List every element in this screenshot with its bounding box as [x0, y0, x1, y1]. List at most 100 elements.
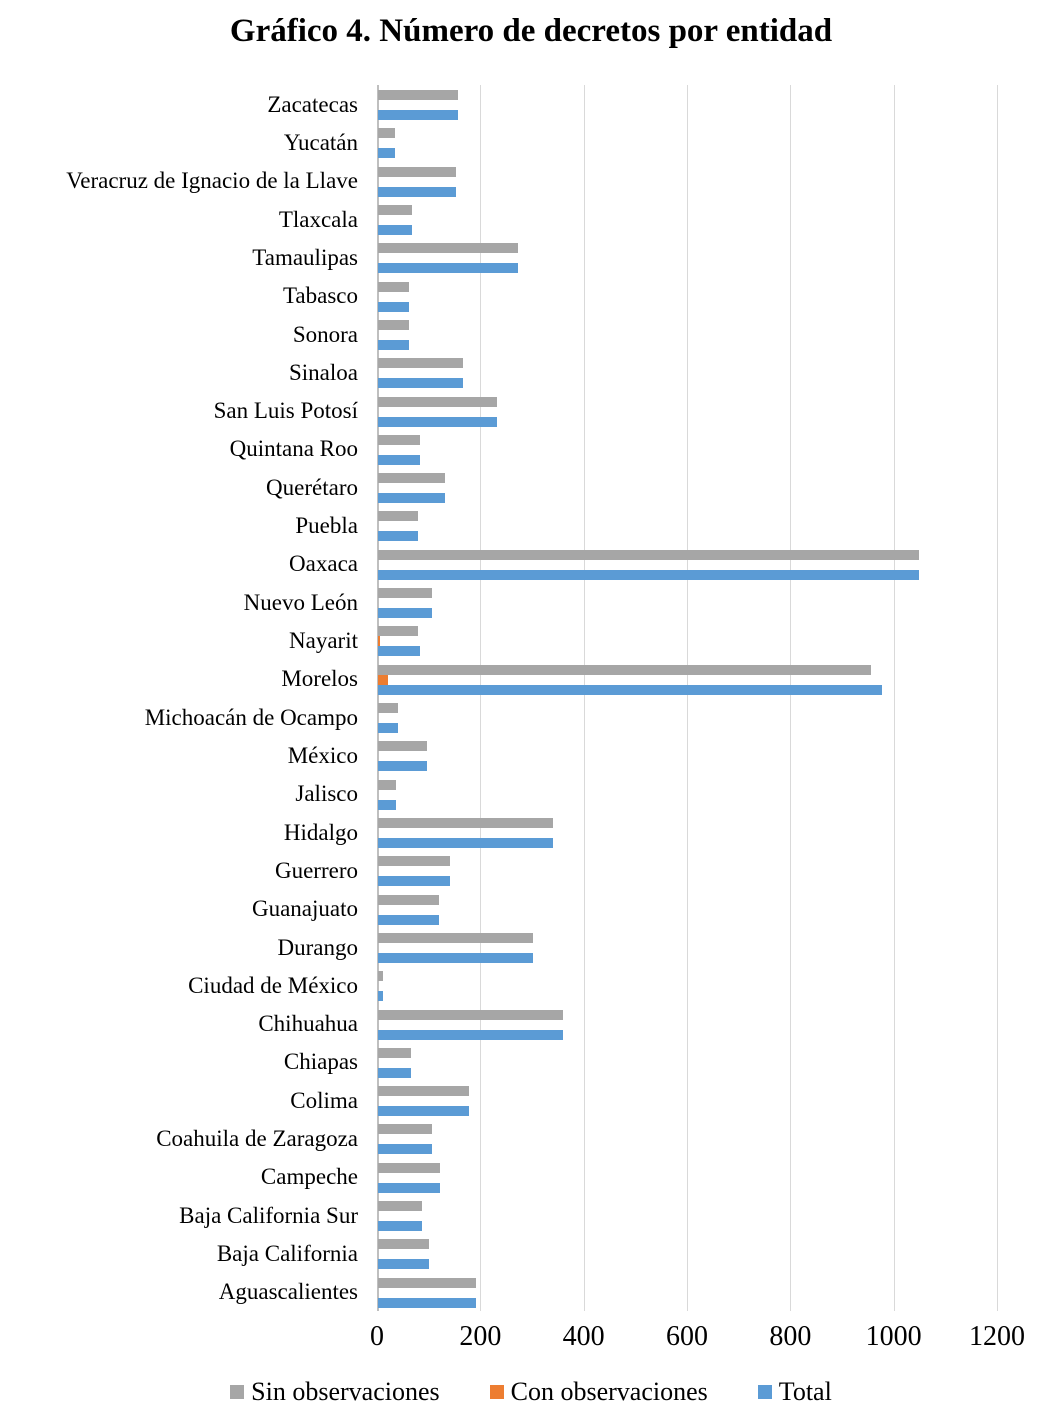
bar-sin-observaciones	[378, 511, 419, 522]
bar-sin-observaciones	[378, 1201, 422, 1212]
bar-group	[377, 928, 1062, 966]
gridline-200	[480, 85, 482, 1311]
category-row: Chiapas	[0, 1043, 1062, 1081]
bar-group	[377, 315, 1062, 353]
bar-sin-observaciones	[378, 1162, 440, 1173]
bar-total	[378, 493, 446, 504]
category-label: Tlaxcala	[278, 206, 358, 232]
category-label: Veracruz de Ignacio de la Llave	[66, 168, 358, 194]
bar-sin-observaciones	[378, 319, 409, 330]
bar-total	[378, 723, 398, 733]
category-row: Jalisco	[0, 775, 1062, 813]
category-row: Puebla	[0, 506, 1062, 544]
legend-label: Total	[778, 1377, 832, 1406]
bar-sin-observaciones	[378, 1239, 429, 1250]
bar-group	[377, 200, 1062, 238]
bar-group	[377, 1273, 1062, 1311]
category-row: Guanajuato	[0, 890, 1062, 928]
bar-group	[377, 545, 1062, 583]
bar-total	[378, 761, 428, 772]
bar-sin-observaciones	[378, 894, 440, 905]
category-row: Oaxaca	[0, 545, 1062, 583]
category-label: Tamaulipas	[252, 244, 358, 270]
x-tick-label: 800	[769, 1321, 812, 1352]
category-row: Hidalgo	[0, 813, 1062, 851]
legend: Sin observaciones Con observaciones Total	[0, 1377, 1062, 1407]
bar-total	[378, 110, 459, 120]
bar-sin-observaciones	[378, 1009, 563, 1020]
bar-total	[378, 454, 421, 465]
bar-total	[378, 416, 497, 427]
bar-sin-observaciones	[378, 588, 432, 599]
category-label: Tabasco	[282, 283, 358, 309]
gridline-600	[687, 85, 688, 1311]
category-label: Puebla	[295, 513, 358, 539]
category-label: Sonora	[292, 321, 358, 347]
bar-group	[377, 698, 1062, 736]
category-label: Michoacán de Ocampo	[144, 704, 358, 730]
bar-group	[377, 392, 1062, 430]
bar-sin-observaciones	[378, 856, 451, 867]
bar-sin-observaciones	[378, 779, 396, 790]
bar-group	[377, 1081, 1062, 1119]
x-tick-label: 1200	[969, 1321, 1025, 1352]
x-tick-label: 200	[459, 1321, 502, 1352]
category-label: Colima	[290, 1087, 358, 1113]
bar-total	[378, 1259, 429, 1270]
legend-swatch-icon	[489, 1385, 504, 1400]
bar-sin-observaciones	[378, 1277, 477, 1288]
bar-sin-observaciones	[378, 358, 464, 369]
category-row: Quintana Roo	[0, 430, 1062, 468]
y-axis-line	[377, 85, 379, 1311]
bar-sin-observaciones	[378, 932, 533, 943]
category-label: Campeche	[260, 1164, 358, 1190]
category-label: Quintana Roo	[229, 436, 358, 462]
bar-group	[377, 1196, 1062, 1234]
bar-total	[378, 339, 409, 350]
bar-total	[378, 799, 396, 810]
bar-total	[378, 1182, 440, 1193]
category-label: Querétaro	[266, 474, 358, 500]
category-label: Yucatán	[283, 129, 358, 155]
category-label: Guerrero	[274, 857, 358, 883]
bar-total	[378, 876, 451, 887]
bar-chart: Zacatecas Yucatán Veracruz de Ignacio de l…	[0, 85, 1062, 1311]
category-row: Morelos	[0, 660, 1062, 698]
bar-total	[378, 186, 456, 197]
bar-group	[377, 123, 1062, 161]
category-label: Oaxaca	[289, 551, 358, 577]
category-label: Durango	[277, 934, 358, 960]
bar-total	[378, 148, 396, 159]
bar-group	[377, 1119, 1062, 1157]
bar-total	[378, 684, 882, 695]
bar-group	[377, 468, 1062, 506]
category-row: Nuevo León	[0, 583, 1062, 621]
category-row: Baja California Sur	[0, 1196, 1062, 1234]
bar-total	[378, 378, 464, 389]
bar-group	[377, 1043, 1062, 1081]
category-label: Baja California Sur	[179, 1202, 358, 1228]
category-label: Sinaloa	[289, 359, 358, 385]
category-row: Sinaloa	[0, 353, 1062, 391]
category-label: Nayarit	[289, 628, 358, 654]
legend-label: Con observaciones	[510, 1377, 708, 1406]
gridline-800	[790, 85, 792, 1311]
bar-group	[377, 851, 1062, 889]
bar-sin-observaciones	[378, 626, 419, 637]
bar-group	[377, 353, 1062, 391]
category-row: Coahuila de Zaragoza	[0, 1119, 1062, 1157]
bar-group	[377, 890, 1062, 928]
category-row: Nayarit	[0, 621, 1062, 659]
category-label: Aguascalientes	[218, 1279, 358, 1305]
bar-sin-observaciones	[378, 703, 398, 713]
x-axis-ticks: 0 200 400 600 800 1000 1200	[0, 1319, 1062, 1355]
bar-total	[378, 1106, 469, 1117]
bar-total	[378, 914, 440, 925]
category-row: Chihuahua	[0, 1005, 1062, 1043]
bar-sin-observaciones	[378, 664, 872, 675]
bar-group	[377, 736, 1062, 774]
x-tick-label: 0	[370, 1321, 384, 1352]
category-row: Campeche	[0, 1158, 1062, 1196]
bar-con-observaciones	[378, 674, 389, 685]
bar-sin-observaciones	[378, 741, 428, 752]
